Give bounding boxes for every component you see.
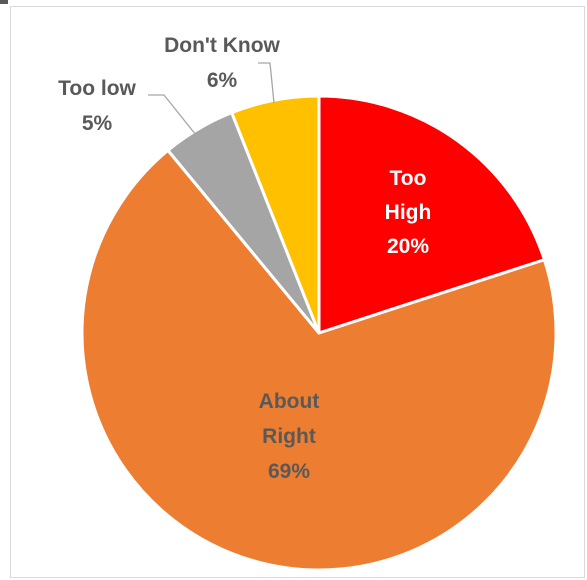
leader-lines [148,62,275,136]
slice-labels: Too High 20% About Right 69% Too low 5% Don't Kn… [58,34,431,483]
slice-label-about-right: About Right 69% [259,390,320,483]
pie-slice-about-right [80,148,558,572]
slice-name-about-right: Right [262,425,316,448]
slice-percent-too-low: 5% [82,112,113,135]
top-edge-mark [0,0,8,4]
slice-name-don-t-know: Don't Know [164,34,280,57]
leader-line-don-t-know [258,62,275,104]
slice-percent-about-right: 69% [268,460,310,483]
leader-line-too-low [148,94,197,136]
slice-label-too-high: Too High 20% [385,167,432,258]
slice-name-too-high: Too [390,167,427,190]
slice-label-too-low: Too low 5% [58,77,136,135]
pie-slices [80,94,558,572]
pie-slice-too-high [317,94,546,335]
slice-percent-too-high: 20% [387,235,429,258]
slice-percent-don-t-know: 6% [207,69,238,92]
slice-name-about-right: About [259,390,320,413]
pie-slice-don-t-know [230,94,321,335]
slice-name-too-low: Too low [58,77,136,100]
slice-name-too-high: High [385,201,432,224]
slice-label-don-t-know: Don't Know 6% [164,34,280,92]
